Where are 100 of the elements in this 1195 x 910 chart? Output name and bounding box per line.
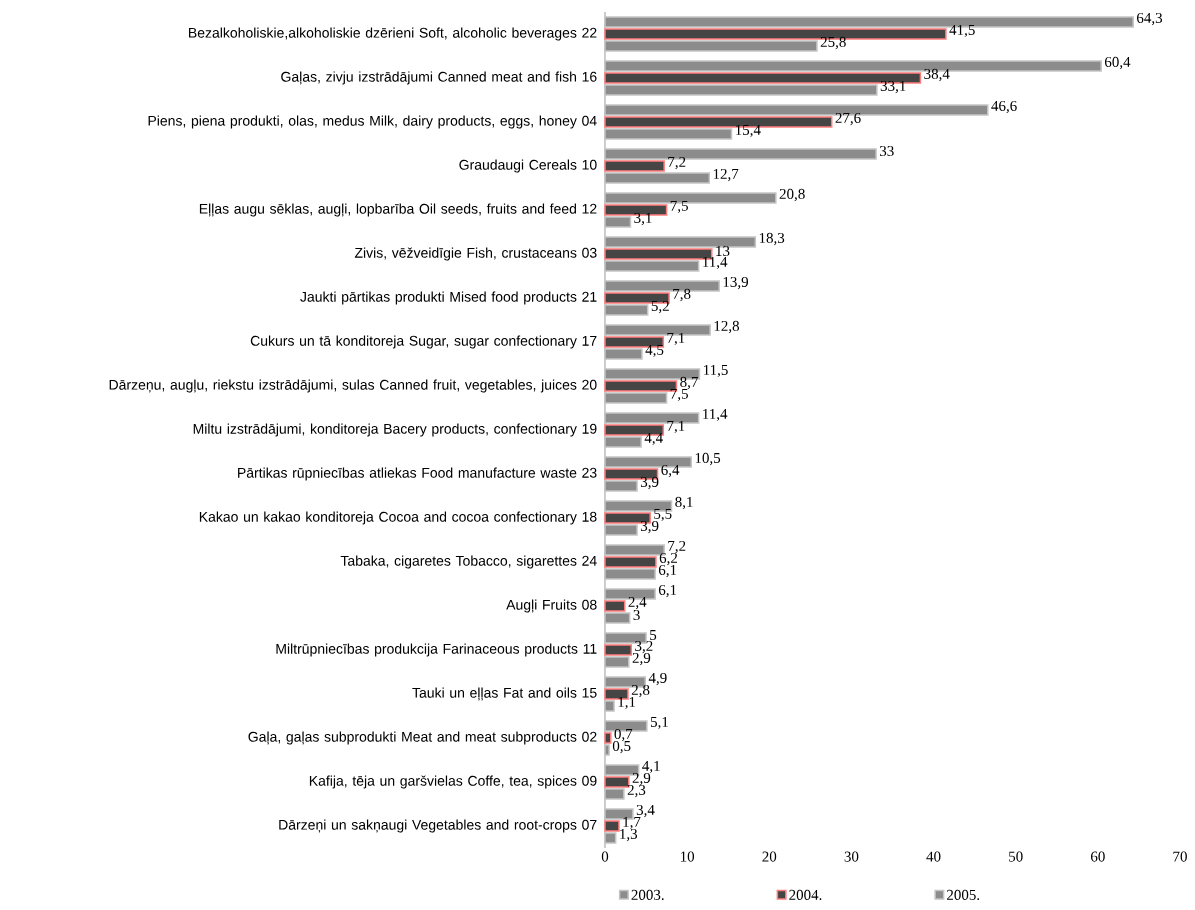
- data-label: 6,4: [661, 464, 680, 478]
- data-label: 0,7: [614, 728, 633, 742]
- data-label: 41,5: [949, 24, 975, 38]
- data-label: 2,9: [632, 652, 651, 666]
- bar: [604, 568, 656, 580]
- data-label: 6,1: [658, 584, 677, 598]
- x-tick-label: 40: [926, 851, 941, 862]
- data-label: 33,1: [880, 80, 906, 94]
- data-label: 3,9: [640, 476, 659, 490]
- data-label: 33: [879, 145, 894, 157]
- data-label: 2,3: [627, 784, 646, 798]
- bar: [604, 260, 700, 272]
- data-label: 2,8: [631, 684, 650, 698]
- bar: [604, 656, 630, 668]
- data-label: 8,1: [675, 496, 693, 510]
- bar: [604, 612, 631, 624]
- bar: [604, 84, 878, 96]
- legend-label: 2004.: [789, 889, 822, 901]
- data-label: 0,5: [612, 740, 631, 754]
- x-tick-label: 0: [601, 851, 609, 862]
- data-label: 5,5: [654, 508, 672, 522]
- data-label: 60,4: [1104, 56, 1131, 70]
- data-label: 7,5: [670, 388, 688, 402]
- y-tick-label: Gaļas, zivju izstrādājumi Canned meat and fish 16: [281, 71, 597, 85]
- bar: [604, 644, 633, 656]
- y-tick-label: Pārtikas rūpniecības atliekas Food manufacture waste 23: [238, 467, 597, 481]
- bar: [604, 556, 657, 568]
- legend-label: 2003.: [631, 889, 664, 901]
- x-tick-label: 30: [844, 851, 859, 862]
- data-label: 7,8: [673, 288, 691, 302]
- y-tick-label: Piens, piena produkti, olas, medus Milk, dairy products, eggs, honey 04: [148, 115, 597, 129]
- data-label: 6,1: [658, 564, 677, 578]
- data-label: 4,1: [642, 760, 660, 774]
- bar: [604, 216, 632, 228]
- legend-label: 2005.: [947, 889, 980, 901]
- data-label: 5: [650, 630, 657, 640]
- data-label: 7,1: [667, 420, 685, 434]
- y-tick-label: Dārzeņi un sakņaugi Vegetables and root-crops 07: [279, 819, 597, 833]
- data-label: 5,2: [651, 300, 669, 314]
- bar: [604, 788, 625, 800]
- data-label: 12,7: [713, 168, 739, 182]
- data-label: 3,1: [634, 212, 652, 226]
- data-label: 4,5: [645, 344, 664, 358]
- data-label: 27,6: [835, 112, 861, 126]
- bar: [604, 436, 642, 448]
- data-label: 1,1: [618, 696, 636, 710]
- bar: [604, 600, 626, 612]
- data-label: 3: [633, 609, 640, 621]
- data-label: 3,4: [636, 804, 655, 818]
- data-label: 7,2: [668, 540, 686, 554]
- data-label: 18,3: [759, 232, 785, 246]
- data-label: 15,4: [736, 124, 761, 138]
- y-tick-label: Tabaka, cigaretes Tobacco, sigarettes 24: [340, 555, 597, 569]
- data-label: 13: [716, 245, 730, 257]
- bar: [604, 744, 610, 756]
- bar: [604, 832, 617, 844]
- x-tick-label: 20: [762, 851, 777, 862]
- data-label: 46,6: [991, 100, 1017, 114]
- data-label: 11,4: [703, 256, 728, 270]
- data-label: 3,9: [640, 520, 659, 534]
- bar: [604, 40, 818, 52]
- data-label: 7,1: [667, 332, 685, 346]
- data-label: 3,2: [635, 640, 653, 654]
- data-label: 6,2: [659, 552, 678, 566]
- y-tick-label: Cukurs un tā konditoreja Sugar, sugar confectionary 17: [250, 335, 597, 349]
- data-label: 4,9: [648, 672, 667, 686]
- data-label: 8,7: [680, 376, 698, 390]
- data-label: 1,7: [623, 816, 641, 830]
- x-tick-label: 60: [1091, 851, 1105, 862]
- data-label: 5,1: [650, 716, 668, 730]
- data-label: 38,4: [924, 68, 950, 82]
- data-label: 2,4: [628, 596, 647, 610]
- y-tick-label: Bezalkoholiskie,alkoholiskie dzērieni Soft, alcoholic beverages 22: [189, 27, 597, 41]
- bar: [604, 524, 638, 536]
- bar: [604, 700, 615, 712]
- y-tick-label: Kafija, tēja un garšvielas Coffe, tea, spices 09: [309, 775, 597, 789]
- bar: [604, 236, 757, 248]
- data-label: 12,8: [714, 320, 740, 334]
- y-tick-label: Kakao un kakao konditoreja Cocoa and cocoa confectionary 18: [199, 511, 597, 525]
- data-label: 20,8: [779, 188, 805, 202]
- bar: [604, 480, 638, 492]
- y-tick-label: Eļļas augu sēklas, augļi, lopbarība Oil seeds, fruits and feed 12: [199, 203, 597, 217]
- data-label: 1,3: [620, 828, 638, 842]
- x-tick-label: 10: [680, 851, 695, 862]
- y-tick-label: Jaukti pārtikas produkti Mised food products 21: [300, 291, 597, 305]
- bar: [604, 348, 643, 360]
- data-label: 13,9: [723, 276, 749, 290]
- y-tick-label: Tauki un eļļas Fat and oils 15: [412, 687, 597, 701]
- y-tick-label: Graudaugi Cereals 10: [459, 159, 597, 173]
- bar: [604, 128, 733, 140]
- y-tick-label: Augļi Fruits 08: [506, 599, 597, 613]
- y-tick-label: Gaļa, gaļas subprodukti Meat and meat subproducts 02: [248, 731, 597, 745]
- data-label: 10,5: [695, 452, 721, 466]
- data-label: 11,5: [703, 364, 728, 378]
- y-tick-label: Miltu izstrādājumi, konditoreja Bacery products, confectionary 19: [193, 423, 597, 437]
- data-label: 7,5: [670, 200, 688, 214]
- y-tick-label: Dārzeņu, augļu, riekstu izstrādājumi, sulas Canned fruit, vegetables, juices 20: [109, 379, 597, 393]
- bar: [604, 160, 665, 172]
- data-label: 2,9: [632, 772, 651, 786]
- data-label: 25,8: [820, 36, 846, 50]
